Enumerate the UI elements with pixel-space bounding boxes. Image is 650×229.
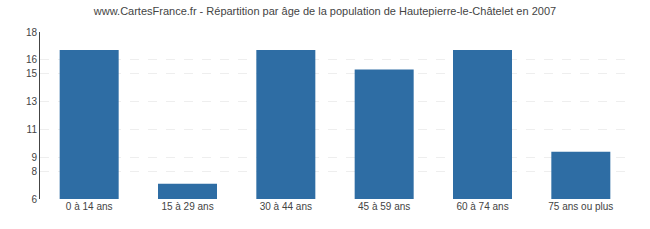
svg-text:0 à 14 ans: 0 à 14 ans (66, 201, 113, 212)
svg-text:13: 13 (26, 96, 38, 107)
svg-text:11: 11 (27, 124, 38, 135)
svg-text:www.CartesFrance.fr - Répartit: www.CartesFrance.fr - Répartition par âg… (93, 5, 556, 17)
svg-text:60 à 74 ans: 60 à 74 ans (456, 201, 508, 212)
svg-text:45 à 59 ans: 45 à 59 ans (358, 201, 410, 212)
svg-text:16: 16 (26, 54, 38, 65)
svg-text:75 ans ou plus: 75 ans ou plus (548, 201, 613, 212)
svg-text:6: 6 (31, 194, 37, 205)
svg-text:18: 18 (26, 27, 38, 38)
svg-text:15 à 29 ans: 15 à 29 ans (161, 201, 213, 212)
svg-text:15: 15 (26, 68, 38, 79)
svg-text:30 à 44 ans: 30 à 44 ans (260, 201, 312, 212)
svg-text:9: 9 (31, 152, 37, 163)
svg-text:8: 8 (31, 166, 37, 177)
